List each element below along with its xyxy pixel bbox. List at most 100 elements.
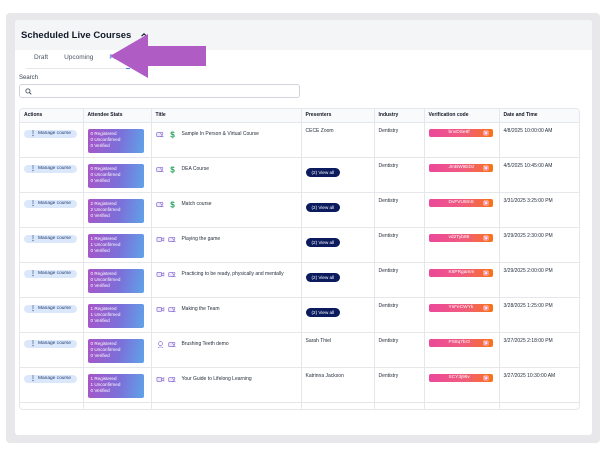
copy-icon[interactable] — [483, 200, 489, 206]
course-title-text[interactable]: Match course — [181, 201, 212, 207]
verification-code-text: K6PRgamm — [448, 270, 475, 275]
verification-code-pill[interactable]: K6PRgamm — [428, 268, 493, 277]
attendee-stats-cell: 0 Registered 0 Unconfirmed 0 Verified — [83, 332, 152, 368]
verification-code-pill[interactable]: bnvDSe8f — [428, 128, 493, 137]
verification-code-pill[interactable]: YsFeCWYk — [428, 303, 493, 312]
attendee-stat-line: 2 Registered — [90, 200, 117, 206]
header-actions: Actions — [20, 109, 84, 123]
attendee-stats-box[interactable]: 0 Registered 0 Unconfirmed 0 Verified — [87, 338, 144, 363]
verification-code-pill[interactable]: vd2Tyb86 — [428, 233, 493, 242]
video-icon — [156, 305, 165, 314]
date-time-cell: 3/29/2025 2:00:00 PM — [499, 262, 579, 298]
course-title-text[interactable]: Practicing to be ready, physically and m… — [181, 271, 284, 277]
industry-text: Dentistry — [378, 372, 399, 379]
industry-text: Dentistry — [378, 232, 399, 239]
manage-course-button[interactable]: ⋮ Manage course — [24, 269, 78, 278]
manage-course-button[interactable]: ⋮ Manage course — [24, 339, 78, 348]
partial-cell — [499, 402, 579, 409]
attendee-stat-line: 0 Registered — [90, 130, 117, 136]
copy-icon[interactable] — [483, 235, 489, 241]
manage-course-label: Manage course — [38, 201, 72, 206]
course-title-text[interactable]: Your Guide to Lifelong Learning — [181, 376, 252, 382]
manage-course-button[interactable]: ⋮ Manage course — [24, 199, 78, 208]
presenter-name: CECE Zoom — [305, 127, 334, 134]
industry-text: Dentistry — [378, 197, 399, 204]
panel-header: Scheduled Live Courses — [15, 20, 592, 50]
table-row: ⋮ Manage course 2 Registered 2 Unconfirmed 0… — [20, 192, 579, 228]
industry-cell: Dentistry — [374, 192, 425, 228]
copy-icon[interactable] — [483, 130, 489, 136]
kebab-menu-icon: ⋮ — [30, 305, 36, 312]
industry-text: Dentistry — [378, 302, 399, 309]
attendee-stats-box[interactable]: 0 Registered 0 Unconfirmed 0 Verified — [87, 128, 144, 153]
date-time-cell: 4/8/2025 10:00:00 AM — [499, 122, 579, 158]
manage-course-button[interactable]: ⋮ Manage course — [24, 234, 78, 243]
course-title-text[interactable]: DEA Course — [181, 166, 210, 172]
attendee-stat-line: 0 Verified — [90, 283, 110, 289]
view-all-presenters-button[interactable]: (2) View all — [305, 167, 341, 177]
attendee-stats-box[interactable]: 0 Registered 0 Unconfirmed 0 Verified — [87, 268, 144, 293]
search-box[interactable] — [19, 84, 300, 98]
course-title-text[interactable]: Playing the game — [181, 236, 221, 242]
attendee-stats-box[interactable]: 2 Registered 2 Unconfirmed 0 Verified — [87, 198, 144, 223]
industry-cell: Dentistry — [374, 297, 425, 333]
tab-upcoming[interactable]: Upcoming — [64, 54, 94, 61]
verification-code-pill[interactable]: PS8q7br3 — [428, 338, 493, 347]
attendee-stat-line: 0 Verified — [90, 178, 110, 184]
copy-icon[interactable] — [483, 270, 489, 276]
manage-course-button[interactable]: ⋮ Manage course — [24, 304, 78, 313]
attendee-stats-box[interactable]: 1 Registered 1 Unconfirmed 0 Verified — [87, 373, 144, 398]
verification-code-text: vd2Tyb86 — [448, 235, 470, 240]
partial-cell — [424, 402, 500, 409]
attendee-stats-cell: 1 Registered 1 Unconfirmed 0 Verified — [83, 227, 152, 263]
attendee-stats-box[interactable]: 1 Registered 1 Unconfirmed 0 Verified — [87, 233, 144, 258]
copy-icon[interactable] — [483, 165, 489, 171]
title-cell-wrap: $ Sample In Person & Virtual Course — [151, 122, 302, 158]
manage-course-label: Manage course — [38, 271, 72, 276]
view-all-presenters-button[interactable]: (2) View all — [305, 202, 341, 212]
kebab-menu-icon: ⋮ — [30, 375, 36, 382]
industry-cell: Dentistry — [374, 332, 425, 368]
header-verification-code: Verification code — [424, 109, 500, 123]
copy-icon[interactable] — [483, 375, 489, 381]
presenter-name: Katrinna Jackson — [305, 372, 344, 379]
view-all-presenters-button[interactable]: (2) View all — [305, 307, 341, 317]
search-icon — [24, 87, 33, 96]
attendee-stat-line: 0 Unconfirmed — [90, 136, 121, 142]
course-title: $ Sample In Person & Virtual Course — [155, 130, 297, 139]
manage-course-label: Manage course — [38, 306, 72, 311]
view-all-presenters-button[interactable]: (2) View all — [305, 237, 341, 247]
course-title-text[interactable]: Making the Team — [181, 306, 220, 312]
date-time-text: 3/27/2025 10:30:00 AM — [503, 372, 556, 379]
manage-course-button[interactable]: ⋮ Manage course — [24, 129, 78, 138]
partial-cell — [151, 402, 302, 409]
verification-code-cell: vd2Tyb86 — [424, 227, 500, 263]
verification-code-cell: DvFVU8mS — [424, 192, 500, 228]
search-input[interactable] — [36, 88, 299, 94]
tab-draft[interactable]: Draft — [34, 54, 49, 61]
date-time-text: 4/5/2025 10:45:00 AM — [503, 162, 553, 169]
verification-code-pill[interactable]: SCY3j96v — [428, 373, 493, 382]
title-cell-wrap: $ DEA Course — [151, 157, 302, 193]
table-row: ⋮ Manage course 1 Registered 1 Unconfirmed 0… — [20, 367, 579, 403]
date-time-cell: 3/27/2025 2:18:00 PM — [499, 332, 579, 368]
attendee-stats-cell: 0 Registered 0 Unconfirmed 0 Verified — [83, 122, 152, 158]
course-title-text[interactable]: Brushing Teeth demo — [181, 341, 229, 347]
search-label: Search — [19, 75, 39, 81]
view-all-presenters-button[interactable]: (2) View all — [305, 272, 341, 282]
attendee-stats-box[interactable]: 0 Registered 0 Unconfirmed 0 Verified — [87, 163, 144, 188]
attendee-stats-box[interactable]: 1 Registered 1 Unconfirmed 0 Verified — [87, 303, 144, 328]
attendee-stat-line: 1 Unconfirmed — [90, 241, 121, 247]
actions-cell: ⋮ Manage course — [20, 367, 84, 403]
title-cell-wrap: Playing the game — [151, 227, 302, 263]
date-time-cell: 3/28/2025 1:25:00 PM — [499, 297, 579, 333]
copy-icon[interactable] — [483, 340, 489, 346]
verification-code-pill[interactable]: DvFVU8mS — [428, 198, 493, 207]
kebab-menu-icon: ⋮ — [30, 165, 36, 172]
course-title-text[interactable]: Sample In Person & Virtual Course — [181, 131, 259, 137]
pin-icon — [156, 340, 165, 349]
manage-course-button[interactable]: ⋮ Manage course — [24, 164, 78, 173]
verification-code-pill[interactable]: JmBW9EDz — [428, 163, 493, 172]
manage-course-button[interactable]: ⋮ Manage course — [24, 374, 78, 383]
copy-icon[interactable] — [483, 305, 489, 311]
